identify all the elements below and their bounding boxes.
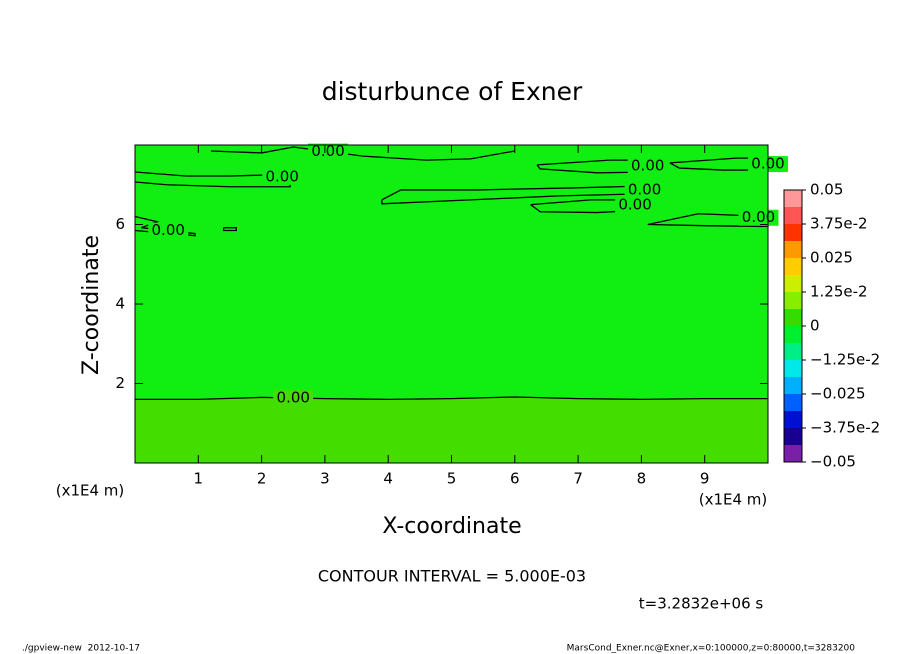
contour-label: 0.00 [265, 167, 298, 185]
colorbar-tick-label: 3.75e-2 [810, 215, 868, 233]
colorbar-cell [784, 292, 802, 309]
colorbar-cell [784, 394, 802, 411]
colorbar-cell [784, 428, 802, 445]
contour-line [222, 227, 237, 232]
colorbar-tick-label: −0.025 [810, 385, 866, 403]
contour-label-bg [624, 181, 665, 198]
contour-interval: CONTOUR INTERVAL = 5.000E-03 [318, 567, 586, 586]
contour-label: 0.00 [618, 195, 651, 213]
footer-right: MarsCond_Exner.nc@Exner,x=0:100000,z=0:8… [567, 644, 856, 654]
colorbar-cell [784, 190, 802, 207]
y-unit-label: (x1E4 m) [56, 482, 125, 500]
colorbar-tick-label: −3.75e-2 [810, 419, 880, 437]
time-label: t=3.2832e+06 s [639, 595, 764, 613]
colorbar-tick-label: −0.05 [810, 453, 856, 471]
colorbar-cell [784, 326, 802, 343]
contour-label: 0.00 [277, 389, 310, 407]
colorbar-cell [784, 343, 802, 360]
contour-label-bg [627, 158, 668, 175]
contour-label-bg [262, 168, 303, 185]
colorbar-cell [784, 411, 802, 428]
colorbar-cell [784, 445, 802, 462]
x-tick-label: 8 [637, 470, 647, 488]
x-tick-label: 1 [194, 470, 204, 488]
colorbar-cell [784, 258, 802, 275]
x-axis-label: X-coordinate [382, 514, 521, 539]
x-unit-label: (x1E4 m) [699, 491, 768, 509]
contour-label: 0.00 [311, 142, 344, 160]
x-tick-label: 4 [383, 470, 393, 488]
colorbar-cell [784, 377, 802, 394]
x-tick-label: 3 [320, 470, 330, 488]
contour-label-bg [308, 143, 349, 160]
colorbar-cell [784, 275, 802, 292]
footer-left: ./gpview-new 2012-10-17 [22, 644, 140, 654]
chart-title: disturbunce of Exner [322, 77, 583, 106]
contour-label-bg [273, 390, 314, 407]
colorbar-cell [784, 360, 802, 377]
contour-label-bg [148, 222, 189, 239]
contour-fill [135, 397, 768, 463]
contour-label: 0.00 [631, 157, 664, 175]
x-tick-label: 6 [510, 470, 520, 488]
colorbar-tick-label: 1.25e-2 [810, 283, 868, 301]
y-tick-label: 4 [115, 295, 125, 313]
colorbar-cell [784, 207, 802, 224]
contour-label: 0.00 [152, 221, 185, 239]
x-tick-label: 2 [257, 470, 267, 488]
colorbar-cell [784, 309, 802, 326]
y-axis-label: Z-coordinate [79, 235, 104, 375]
contour-label: 0.00 [628, 180, 661, 198]
contour-label-bg [738, 209, 779, 226]
x-tick-label: 7 [573, 470, 583, 488]
x-tick-label: 5 [447, 470, 457, 488]
colorbar-tick-label: 0 [810, 317, 820, 335]
colorbar-tick-label: 0.025 [810, 249, 853, 267]
x-tick-label: 9 [700, 470, 710, 488]
contour-label-bg [615, 196, 656, 213]
contour-line [135, 396, 768, 401]
y-tick-label: 2 [115, 374, 125, 392]
y-tick-label: 6 [115, 215, 125, 233]
colorbar-cell [784, 224, 802, 241]
colorbar-cell [784, 241, 802, 258]
contour-label: 0.00 [742, 208, 775, 226]
colorbar-tick-label: 0.05 [810, 181, 843, 199]
colorbar-tick-label: −1.25e-2 [810, 351, 880, 369]
